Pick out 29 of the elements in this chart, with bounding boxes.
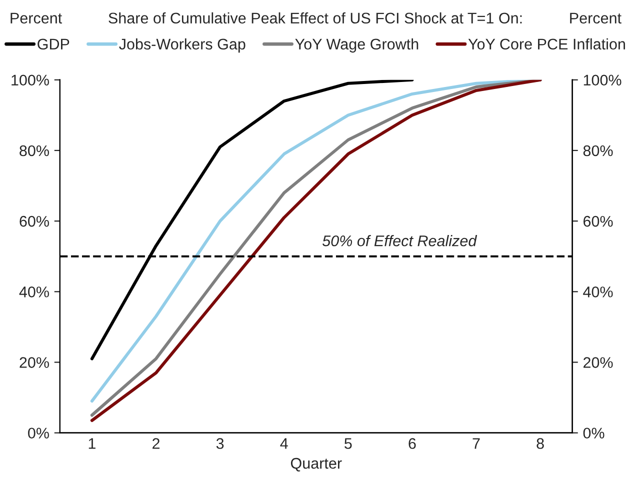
y-tick-label: 60% [20,216,49,227]
y2-tick-label: 0% [583,428,604,439]
x-tick-label: 8 [536,438,544,449]
y2-tick-label: 60% [584,216,613,227]
y2-tick-label: 100% [584,74,622,86]
y-tick-label: 40% [19,286,49,298]
x-tick-label: 3 [216,438,224,449]
y2-tick-label: 80% [583,145,613,156]
x-tick-label: 1 [88,438,96,449]
y-axis-title: Percent [10,12,62,24]
x-tick-label: 2 [152,438,160,449]
ref-line-label: 50% of Effect Realized [322,235,478,246]
x-tick-label: 7 [472,438,480,449]
chart-title: Share of Cumulative Peak Effect of US FCI Shock at T=1 On: [108,12,522,24]
y-tick-label: 0% [28,428,49,439]
y2-tick-label: 20% [584,357,613,368]
y2-tick-label: 40% [583,286,613,298]
x-tick-label: 4 [280,438,288,449]
y-tick-label: 80% [20,145,49,156]
legend-label: YoY Wage Growth [295,38,418,53]
x-tick-label: 6 [408,438,416,449]
legend-label: YoY Core PCE Inflation [468,38,625,50]
x-tick-label: 5 [344,438,352,449]
x-axis-title: Quarter [290,458,342,472]
y-tick-label: 100% [12,74,49,86]
legend-label: Jobs-Workers Gap [119,38,246,53]
y-tick-label: 20% [20,357,49,368]
legend-label: GDP [38,38,70,50]
y2-axis-title: Percent [570,12,622,24]
